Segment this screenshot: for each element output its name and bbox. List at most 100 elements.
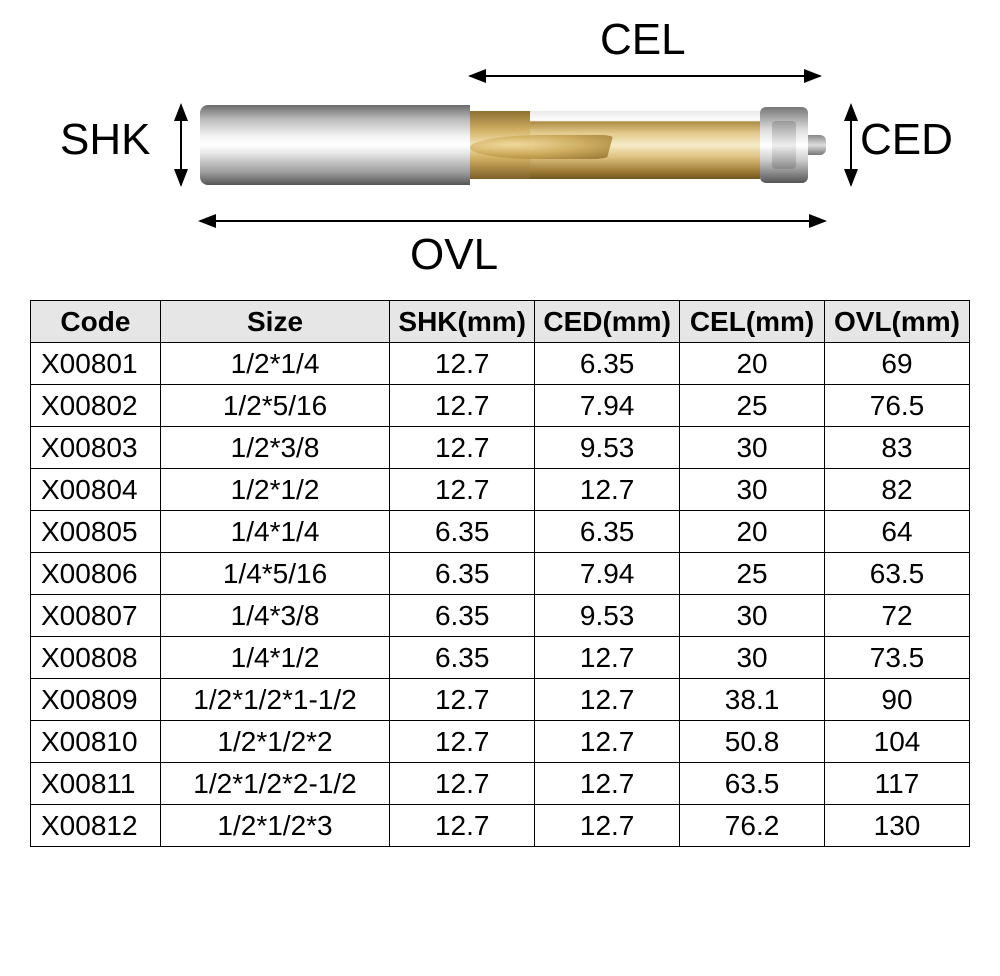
cell-shk: 6.35 <box>390 595 535 637</box>
cell-shk: 12.7 <box>390 763 535 805</box>
cell-code: X00809 <box>31 679 161 721</box>
dimension-diagram: CEL SHK CED OVL <box>60 20 940 280</box>
table-row: X008071/4*3/86.359.533072 <box>31 595 970 637</box>
spec-table: Code Size SHK(mm) CED(mm) CEL(mm) OVL(mm… <box>30 300 970 847</box>
table-row: X008081/4*1/26.3512.73073.5 <box>31 637 970 679</box>
cell-ovl: 83 <box>825 427 970 469</box>
cell-shk: 6.35 <box>390 553 535 595</box>
cell-ovl: 130 <box>825 805 970 847</box>
cell-shk: 12.7 <box>390 343 535 385</box>
cell-ced: 12.7 <box>535 721 680 763</box>
cell-ced: 12.7 <box>535 805 680 847</box>
cell-cel: 20 <box>680 343 825 385</box>
cell-shk: 12.7 <box>390 427 535 469</box>
table-row: X008011/2*1/412.76.352069 <box>31 343 970 385</box>
cell-cel: 20 <box>680 511 825 553</box>
table-row: X008061/4*5/166.357.942563.5 <box>31 553 970 595</box>
arrow-ced <box>850 105 852 185</box>
cell-size: 1/2*3/8 <box>160 427 389 469</box>
cell-code: X00801 <box>31 343 161 385</box>
cell-ovl: 63.5 <box>825 553 970 595</box>
cell-ovl: 64 <box>825 511 970 553</box>
cell-cel: 30 <box>680 469 825 511</box>
label-ovl: OVL <box>410 230 498 280</box>
cell-ced: 6.35 <box>535 511 680 553</box>
cell-code: X00808 <box>31 637 161 679</box>
cell-ced: 9.53 <box>535 595 680 637</box>
label-ced: CED <box>860 115 953 165</box>
cell-cel: 25 <box>680 385 825 427</box>
cell-ced: 7.94 <box>535 385 680 427</box>
cell-size: 1/4*1/2 <box>160 637 389 679</box>
cell-code: X00805 <box>31 511 161 553</box>
cell-size: 1/2*1/2*3 <box>160 805 389 847</box>
cell-ced: 7.94 <box>535 553 680 595</box>
cell-code: X00811 <box>31 763 161 805</box>
cell-shk: 12.7 <box>390 385 535 427</box>
cell-ced: 6.35 <box>535 343 680 385</box>
cell-code: X00812 <box>31 805 161 847</box>
spec-table-wrap: Code Size SHK(mm) CED(mm) CEL(mm) OVL(mm… <box>30 300 970 847</box>
cell-cel: 25 <box>680 553 825 595</box>
cell-ovl: 72 <box>825 595 970 637</box>
arrow-ovl <box>200 220 825 222</box>
cell-ovl: 104 <box>825 721 970 763</box>
cell-shk: 12.7 <box>390 679 535 721</box>
arrow-shk <box>180 105 182 185</box>
th-ovl: OVL(mm) <box>825 301 970 343</box>
th-size: Size <box>160 301 389 343</box>
table-row: X008111/2*1/2*2-1/212.712.763.5117 <box>31 763 970 805</box>
cell-cel: 30 <box>680 637 825 679</box>
table-row: X008041/2*1/212.712.73082 <box>31 469 970 511</box>
cell-cel: 38.1 <box>680 679 825 721</box>
cell-size: 1/2*1/2*2-1/2 <box>160 763 389 805</box>
cell-cel: 30 <box>680 427 825 469</box>
th-shk: SHK(mm) <box>390 301 535 343</box>
cell-size: 1/4*5/16 <box>160 553 389 595</box>
cell-shk: 12.7 <box>390 805 535 847</box>
cell-ovl: 117 <box>825 763 970 805</box>
th-cel: CEL(mm) <box>680 301 825 343</box>
cell-code: X00807 <box>31 595 161 637</box>
cell-size: 1/2*1/2*1-1/2 <box>160 679 389 721</box>
cell-size: 1/2*1/4 <box>160 343 389 385</box>
table-row: X008051/4*1/46.356.352064 <box>31 511 970 553</box>
cell-code: X00802 <box>31 385 161 427</box>
cell-cel: 76.2 <box>680 805 825 847</box>
cell-ced: 9.53 <box>535 427 680 469</box>
bit-shank <box>200 105 470 185</box>
cell-shk: 6.35 <box>390 637 535 679</box>
cell-ovl: 69 <box>825 343 970 385</box>
cell-cel: 30 <box>680 595 825 637</box>
cell-ced: 12.7 <box>535 469 680 511</box>
table-header-row: Code Size SHK(mm) CED(mm) CEL(mm) OVL(mm… <box>31 301 970 343</box>
table-row: X008021/2*5/1612.77.942576.5 <box>31 385 970 427</box>
router-bit-graphic <box>200 105 825 185</box>
cell-code: X00806 <box>31 553 161 595</box>
cell-shk: 6.35 <box>390 511 535 553</box>
cell-ovl: 90 <box>825 679 970 721</box>
table-row: X008101/2*1/2*212.712.750.8104 <box>31 721 970 763</box>
table-body: X008011/2*1/412.76.352069X008021/2*5/161… <box>31 343 970 847</box>
cell-ovl: 73.5 <box>825 637 970 679</box>
table-row: X008091/2*1/2*1-1/212.712.738.190 <box>31 679 970 721</box>
table-row: X008121/2*1/2*312.712.776.2130 <box>31 805 970 847</box>
arrow-cel <box>470 75 820 77</box>
th-ced: CED(mm) <box>535 301 680 343</box>
cell-code: X00810 <box>31 721 161 763</box>
cell-ced: 12.7 <box>535 637 680 679</box>
cell-size: 1/2*5/16 <box>160 385 389 427</box>
cell-code: X00803 <box>31 427 161 469</box>
label-cel: CEL <box>600 15 686 65</box>
label-shk: SHK <box>60 115 150 165</box>
cell-size: 1/4*1/4 <box>160 511 389 553</box>
th-code: Code <box>31 301 161 343</box>
cell-shk: 12.7 <box>390 721 535 763</box>
table-row: X008031/2*3/812.79.533083 <box>31 427 970 469</box>
cell-size: 1/4*3/8 <box>160 595 389 637</box>
cell-shk: 12.7 <box>390 469 535 511</box>
cell-size: 1/2*1/2 <box>160 469 389 511</box>
cell-cel: 50.8 <box>680 721 825 763</box>
cell-ced: 12.7 <box>535 679 680 721</box>
bit-flute <box>467 135 613 159</box>
